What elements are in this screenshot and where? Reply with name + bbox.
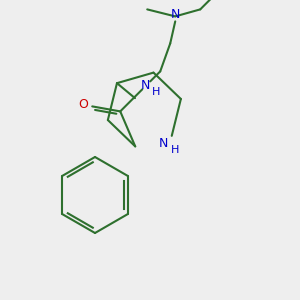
Text: N: N bbox=[170, 8, 180, 21]
Text: H: H bbox=[171, 145, 179, 155]
Text: N: N bbox=[140, 79, 150, 92]
Text: H: H bbox=[152, 87, 160, 98]
Text: O: O bbox=[78, 98, 88, 111]
Text: N: N bbox=[159, 137, 168, 150]
